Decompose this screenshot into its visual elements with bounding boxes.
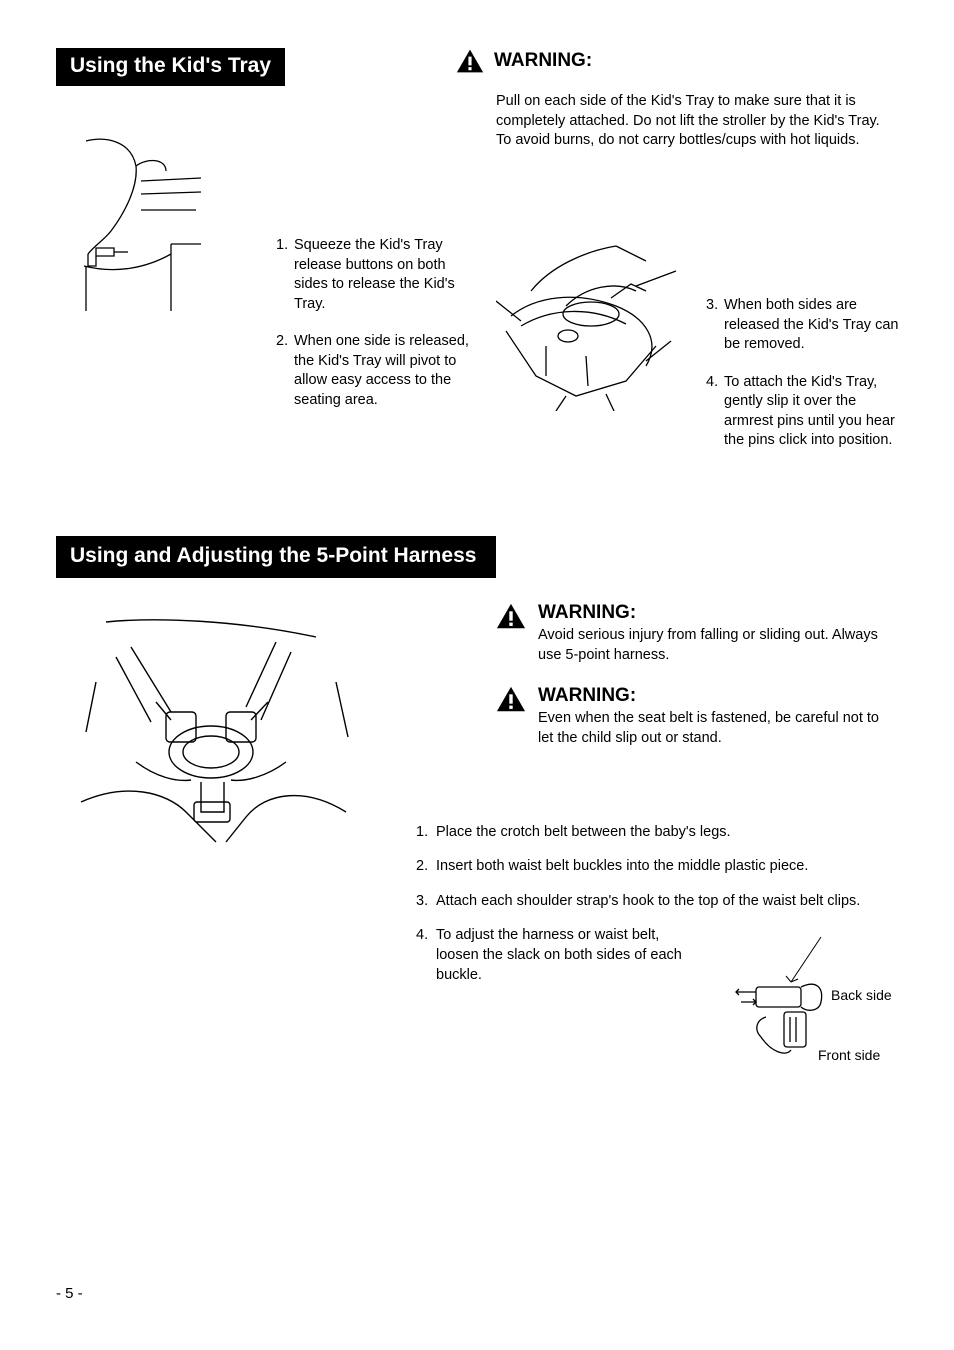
step-number: 2. (276, 332, 294, 410)
illustration-hand-release (56, 136, 216, 316)
step-text: Insert both waist belt buckles into the … (436, 856, 896, 876)
step-number: 1. (276, 236, 294, 314)
step-item: 3. Attach each shoulder strap's hook to … (416, 891, 896, 911)
step-number: 2. (416, 856, 436, 876)
section-kids-tray: Using the Kid's Tray WARNING: Pull on ea… (56, 48, 898, 456)
page-number: - 5 - (56, 1285, 83, 1302)
warning-label: WARNING: (538, 602, 896, 624)
illustration-tray-removal (496, 236, 686, 411)
section-header: Using and Adjusting the 5-Point Harness (56, 536, 496, 578)
warning-label: WARNING: (538, 685, 896, 707)
warning-label: WARNING: (494, 50, 592, 72)
section-harness: Using and Adjusting the 5-Point Harness (56, 536, 898, 1122)
section-header: Using the Kid's Tray (56, 48, 285, 86)
warning-icon (456, 48, 484, 74)
step-number: 3. (706, 296, 724, 355)
step-item: 1. Place the crotch belt between the bab… (416, 822, 896, 842)
step-item: 1. Squeeze the Kid's Tray release button… (276, 236, 476, 314)
step-item: 4. To attach the Kid's Tray, gently slip… (706, 373, 906, 451)
warning-body: Even when the seat belt is fastened, be … (538, 709, 896, 748)
content-row: 1. Squeeze the Kid's Tray release button… (56, 136, 898, 456)
step-text: Squeeze the Kid's Tray release buttons o… (294, 236, 476, 314)
step-text: Attach each shoulder strap's hook to the… (436, 891, 896, 911)
step-item: 2. Insert both waist belt buckles into t… (416, 856, 896, 876)
section-header-row: Using and Adjusting the 5-Point Harness (56, 536, 898, 578)
step-number: 4. (706, 373, 724, 451)
step-number: 4. (416, 925, 436, 986)
steps-left: 1. Squeeze the Kid's Tray release button… (276, 236, 476, 429)
step-number: 1. (416, 822, 436, 842)
step-number: 3. (416, 891, 436, 911)
steps-right: 3. When both sides are released the Kid'… (706, 296, 906, 469)
label-back-side: Back side (831, 987, 892, 1003)
section-body: WARNING: Avoid serious injury from falli… (56, 602, 898, 1122)
illustration-adjust-buckle: Back side Front side (706, 932, 906, 1072)
warning-text: WARNING: Even when the seat belt is fast… (538, 685, 896, 748)
warning-row: WARNING: Even when the seat belt is fast… (496, 685, 896, 748)
warning-row: WARNING: (456, 48, 592, 74)
warning-icon (496, 602, 526, 665)
step-text: To attach the Kid's Tray, gently slip it… (724, 373, 906, 451)
warning-text: WARNING: Avoid serious injury from falli… (538, 602, 896, 665)
warning-icon (496, 685, 526, 748)
step-item: 3. When both sides are released the Kid'… (706, 296, 906, 355)
label-front-side: Front side (818, 1047, 880, 1063)
step-text: When both sides are released the Kid's T… (724, 296, 906, 355)
step-text: To adjust the harness or waist belt, loo… (436, 925, 696, 986)
step-item: 2. When one side is released, the Kid's … (276, 332, 476, 410)
warning-body: Avoid serious injury from falling or sli… (538, 626, 896, 665)
step-text: When one side is released, the Kid's Tra… (294, 332, 476, 410)
manual-page: Using the Kid's Tray WARNING: Pull on ea… (0, 0, 954, 1350)
step-text: Place the crotch belt between the baby's… (436, 822, 896, 842)
illustration-harness-buckle (76, 612, 356, 862)
warning-block: WARNING: Avoid serious injury from falli… (496, 602, 896, 768)
warning-row: WARNING: Avoid serious injury from falli… (496, 602, 896, 665)
